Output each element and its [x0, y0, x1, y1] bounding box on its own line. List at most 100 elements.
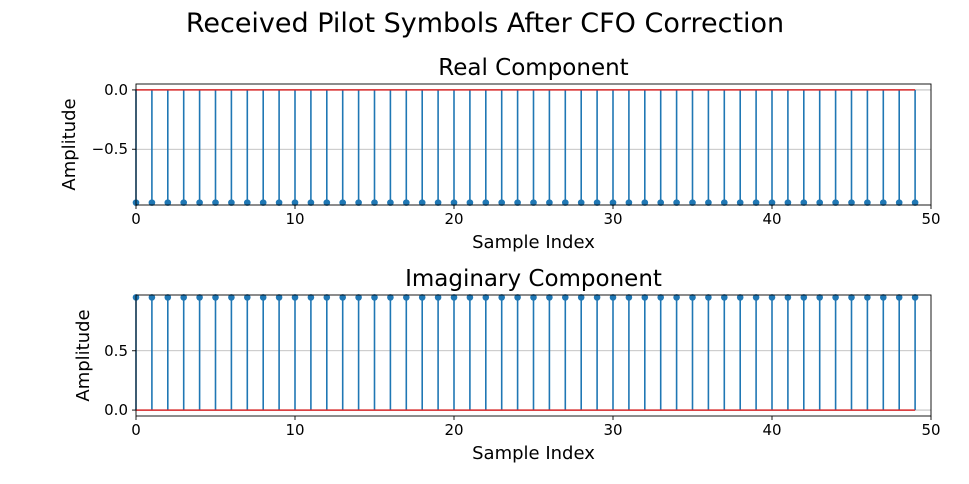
stem-marker — [562, 294, 569, 301]
stem-marker — [323, 199, 331, 206]
stem-marker — [705, 294, 712, 301]
y-tick-label: 0.0 — [104, 401, 128, 419]
stem-marker — [212, 294, 219, 301]
x-tick-label: 30 — [603, 421, 622, 439]
stem-marker — [434, 294, 442, 301]
stem-marker — [657, 199, 664, 206]
stem-marker — [752, 199, 760, 206]
stem-marker — [291, 199, 299, 206]
y-axis-label: Amplitude — [73, 309, 94, 401]
stem-marker — [387, 294, 394, 301]
stem-marker — [673, 199, 680, 206]
stem-marker — [673, 294, 680, 301]
stem-marker — [864, 199, 871, 206]
stem-marker — [577, 199, 585, 206]
stem-marker — [880, 199, 887, 206]
x-tick-label: 0 — [131, 210, 141, 228]
y-tick-label: 0.5 — [104, 342, 128, 360]
x-tick-label: 30 — [603, 210, 622, 228]
stem-marker — [593, 294, 601, 301]
stem-marker — [355, 294, 362, 301]
axes-frame — [135, 83, 932, 206]
stem-marker — [450, 199, 458, 206]
stem-marker — [244, 199, 251, 206]
stem-marker — [689, 294, 696, 301]
stem-marker — [689, 199, 696, 206]
stem-marker — [403, 294, 410, 301]
stem-marker — [816, 199, 823, 206]
stem-marker — [721, 199, 728, 206]
stem-marker — [434, 199, 442, 206]
stem-marker — [307, 199, 315, 206]
stem-marker — [530, 294, 537, 301]
stem-marker — [339, 294, 347, 301]
stem-marker — [498, 294, 506, 301]
y-tick-label: 0.0 — [104, 81, 128, 99]
stem-marker — [816, 294, 823, 301]
x-tick-label: 40 — [762, 210, 781, 228]
stem-marker — [895, 294, 903, 301]
stem-marker — [832, 294, 839, 301]
stem-marker — [736, 294, 744, 301]
stem-marker — [625, 294, 633, 301]
stem-marker — [228, 294, 235, 301]
stem-marker — [275, 294, 283, 301]
stem-marker — [641, 199, 649, 206]
stem-marker — [514, 294, 521, 301]
stem-marker — [609, 294, 617, 301]
subplot-imaginary: Imaginary Component 0 10 20 30 40 50 0.0 0.5 Samp… — [73, 266, 941, 464]
stem-marker — [244, 294, 251, 301]
y-axis-label: Amplitude — [59, 98, 80, 190]
stem-marker — [784, 199, 792, 206]
stem-marker — [466, 294, 474, 301]
stem-marker — [721, 294, 728, 301]
subplot-real: Real Component 0 10 20 30 40 50 0.0 −0.5 Sample I… — [59, 55, 941, 253]
stem-marker — [259, 294, 267, 301]
stem-marker — [387, 199, 394, 206]
x-tick-label: 10 — [285, 421, 304, 439]
x-tick-label: 40 — [762, 421, 781, 439]
stem-marker — [371, 294, 378, 301]
stem-marker — [148, 294, 156, 301]
stem-marker — [498, 199, 506, 206]
stem-marker — [212, 199, 219, 206]
stem-marker — [752, 294, 760, 301]
stem-marker — [593, 199, 601, 206]
subplot-title: Imaginary Component — [405, 266, 662, 292]
stem-marker — [339, 199, 347, 206]
figure-title: Received Pilot Symbols After CFO Correct… — [186, 8, 784, 39]
stem-marker — [275, 199, 283, 206]
stem-marker — [657, 294, 664, 301]
stem-marker — [466, 199, 474, 206]
stem-marker — [291, 294, 299, 301]
stem-marker — [609, 199, 617, 206]
stem-marker — [784, 294, 792, 301]
stem-marker — [148, 199, 156, 206]
x-axis-label: Sample Index — [472, 232, 595, 253]
stem-marker — [800, 294, 808, 301]
stem-marker — [450, 294, 458, 301]
stem-marker — [355, 199, 362, 206]
y-tick-label: −0.5 — [92, 140, 128, 158]
stem-marker — [228, 199, 235, 206]
stem-marker — [196, 294, 203, 301]
stem-marker — [911, 294, 919, 301]
stem-marker — [768, 294, 776, 301]
x-tick-label: 20 — [444, 210, 463, 228]
stem-marker — [625, 199, 633, 206]
stem-marker — [848, 199, 855, 206]
stem-marker — [530, 199, 537, 206]
stem-marker — [895, 199, 903, 206]
stem-marker — [164, 199, 172, 206]
axes-frame — [135, 294, 932, 417]
stem-marker — [164, 294, 172, 301]
x-tick-label: 10 — [285, 210, 304, 228]
stem-marker — [259, 199, 267, 206]
stem-marker — [736, 199, 744, 206]
stem-marker — [418, 199, 426, 206]
stem-marker — [418, 294, 426, 301]
x-tick-label: 0 — [131, 421, 141, 439]
stem-marker — [546, 294, 553, 301]
